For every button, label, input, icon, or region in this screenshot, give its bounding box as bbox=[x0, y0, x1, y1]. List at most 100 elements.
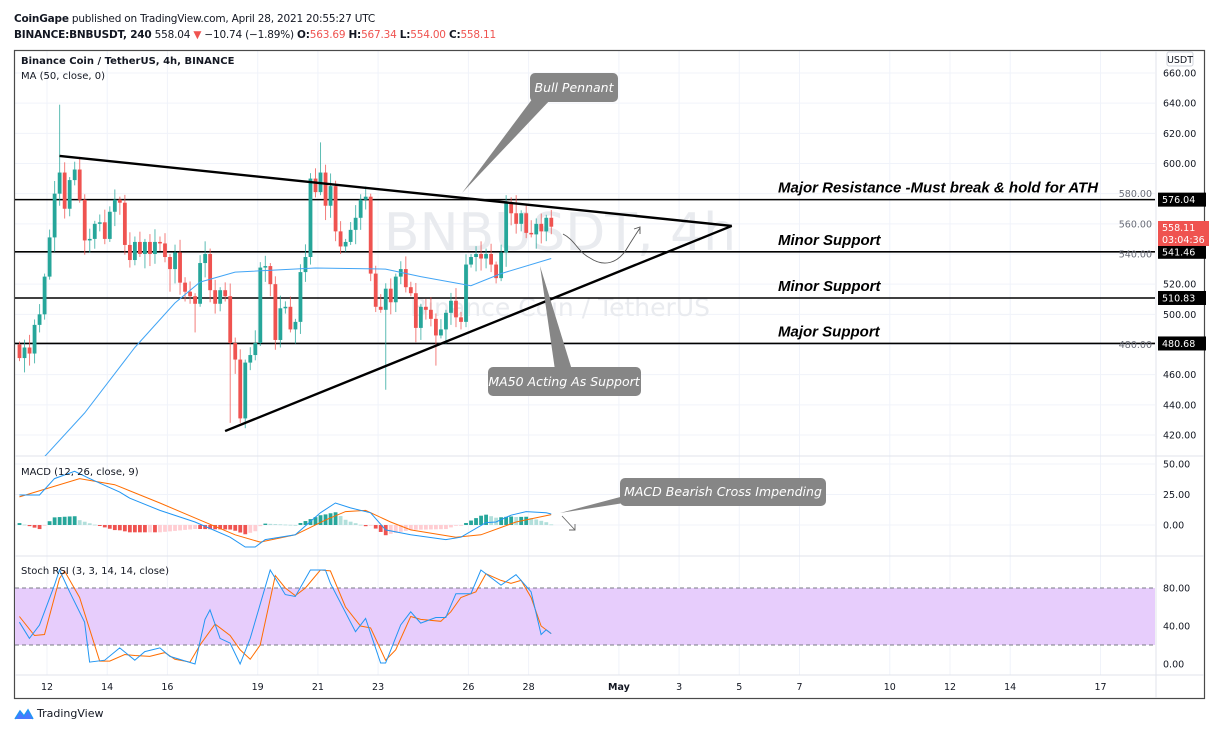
candle-body bbox=[148, 241, 152, 254]
macd-histogram-bar bbox=[193, 525, 197, 529]
macd-histogram-bar bbox=[97, 525, 102, 527]
macd-histogram-bar bbox=[107, 525, 112, 529]
candle-body bbox=[328, 186, 333, 206]
stoch-axis[interactable]: 80.00 40.00 0.00 bbox=[1163, 584, 1190, 671]
time-tick-label: 5 bbox=[736, 682, 742, 693]
macd-histogram-bar bbox=[87, 523, 92, 525]
macd-histogram-bar bbox=[92, 524, 97, 526]
macd-histogram-bar bbox=[258, 525, 263, 527]
level-price-text: 576.04 bbox=[1162, 195, 1195, 206]
ma50-callout[interactable]: MA50 Acting As Support bbox=[488, 266, 641, 396]
macd-histogram-bar bbox=[504, 516, 509, 525]
macd-histogram-bar bbox=[153, 525, 157, 533]
candle-body bbox=[173, 252, 177, 270]
price-tick-label: 620.00 bbox=[1163, 129, 1196, 140]
time-tick-label: 12 bbox=[944, 682, 956, 693]
macd-histogram-bar bbox=[263, 523, 268, 525]
macd-histogram-bar bbox=[188, 525, 192, 530]
macd-axis[interactable]: 50.00 25.00 0.00 bbox=[1163, 460, 1190, 532]
macd-histogram-bar bbox=[198, 525, 203, 530]
macd-histogram-bar bbox=[138, 525, 142, 533]
price-tick-label: 500.00 bbox=[1163, 310, 1196, 321]
time-tick-label: 14 bbox=[101, 682, 113, 693]
tradingview-logo[interactable]: TradingView bbox=[14, 707, 103, 720]
candle-body bbox=[343, 241, 348, 247]
candle-body bbox=[494, 264, 499, 279]
trendline bbox=[224, 224, 733, 433]
candle-body bbox=[238, 359, 243, 419]
candle-body bbox=[464, 264, 468, 322]
candle-body bbox=[278, 308, 283, 340]
macd-histogram-bar bbox=[373, 525, 378, 529]
candle-body bbox=[37, 314, 42, 325]
candle-body bbox=[358, 199, 363, 218]
level-price-text: 480.68 bbox=[1162, 339, 1195, 350]
candle-body bbox=[293, 321, 298, 330]
candle-body bbox=[298, 272, 303, 322]
high-label: H: bbox=[348, 29, 362, 41]
candle-body bbox=[32, 324, 37, 354]
projection-curve bbox=[562, 227, 641, 264]
macd-histogram-bar bbox=[474, 518, 478, 525]
macd-histogram-bar bbox=[378, 525, 383, 532]
time-axis[interactable]: 12 14 16 19 21 23 26 28 May 3 5 7 10 12 14 17 bbox=[41, 682, 1107, 693]
candle-body bbox=[524, 213, 529, 233]
macd-histogram-bar bbox=[67, 516, 72, 525]
macd-histogram-bar bbox=[37, 525, 42, 530]
candle-body bbox=[514, 213, 519, 224]
trendline bbox=[59, 154, 732, 228]
candle-body bbox=[183, 282, 187, 292]
bull-pennant-callout[interactable]: Bull Pennant bbox=[462, 73, 618, 193]
macd-histogram-bar bbox=[328, 513, 333, 525]
price-tick-label: 560.00 bbox=[1119, 219, 1152, 230]
candle-body bbox=[218, 290, 223, 304]
last-price: 558.04 bbox=[154, 29, 191, 41]
level-annotations: Major Resistance -Must break & hold for … bbox=[778, 180, 1099, 341]
tradingview-brand: TradingView bbox=[37, 707, 104, 720]
macd-callout[interactable]: MACD Bearish Cross Impending bbox=[560, 478, 826, 513]
macd-histogram-bar bbox=[423, 525, 428, 530]
price-change: −10.74 (−1.89%) bbox=[204, 29, 294, 41]
macd-histogram-bar bbox=[17, 523, 22, 525]
candle-body bbox=[444, 312, 448, 330]
candle-body bbox=[529, 232, 534, 235]
macd-legend[interactable]: MACD (12, 26, close, 9) bbox=[21, 467, 139, 478]
candle-body bbox=[489, 253, 493, 265]
candle-body bbox=[283, 306, 288, 309]
low-value: 554.00 bbox=[410, 29, 446, 41]
time-tick-label: 16 bbox=[161, 682, 173, 693]
candle-body bbox=[434, 318, 438, 336]
candle-body bbox=[509, 202, 514, 214]
macd-histogram-bar bbox=[459, 525, 463, 526]
price-tick-label: 520.00 bbox=[1163, 280, 1196, 291]
candle-body bbox=[188, 291, 192, 297]
stoch-legend[interactable]: Stoch RSI (3, 3, 14, 14, close) bbox=[21, 566, 169, 577]
macd-histogram-bar bbox=[303, 521, 308, 525]
chart-title: Binance Coin / TetherUS, 4h, BINANCE bbox=[21, 56, 235, 67]
level-price-text: 541.46 bbox=[1162, 247, 1195, 258]
price-axis[interactable]: 660.00 640.00 620.00 600.00 580.00 560.00 540.… bbox=[1119, 69, 1197, 442]
currency-badge[interactable]: USDT bbox=[1166, 51, 1194, 67]
candle-body bbox=[363, 196, 368, 200]
macd-histogram-bar bbox=[168, 525, 172, 532]
candle-body bbox=[504, 202, 509, 253]
macd-histogram-bar bbox=[499, 517, 504, 525]
candle-body bbox=[153, 241, 157, 254]
candle-body bbox=[243, 362, 248, 419]
candle-body bbox=[228, 296, 233, 343]
macd-histogram-bar bbox=[444, 525, 448, 530]
candle-body bbox=[22, 347, 27, 359]
time-tick-label: 7 bbox=[796, 682, 802, 693]
macd-histogram-bar bbox=[388, 525, 393, 534]
candle-body bbox=[353, 217, 358, 230]
candle-body bbox=[213, 290, 218, 304]
macd-histogram-bar bbox=[248, 525, 253, 533]
ma-legend[interactable]: MA (50, close, 0) bbox=[21, 71, 105, 82]
candle-body bbox=[388, 288, 393, 303]
time-tick-label: May bbox=[608, 682, 631, 693]
macd-signal-line bbox=[19, 478, 552, 543]
candle-body bbox=[163, 243, 167, 258]
macd-histogram-bar bbox=[132, 525, 137, 533]
macd-histogram-bar bbox=[413, 525, 418, 530]
